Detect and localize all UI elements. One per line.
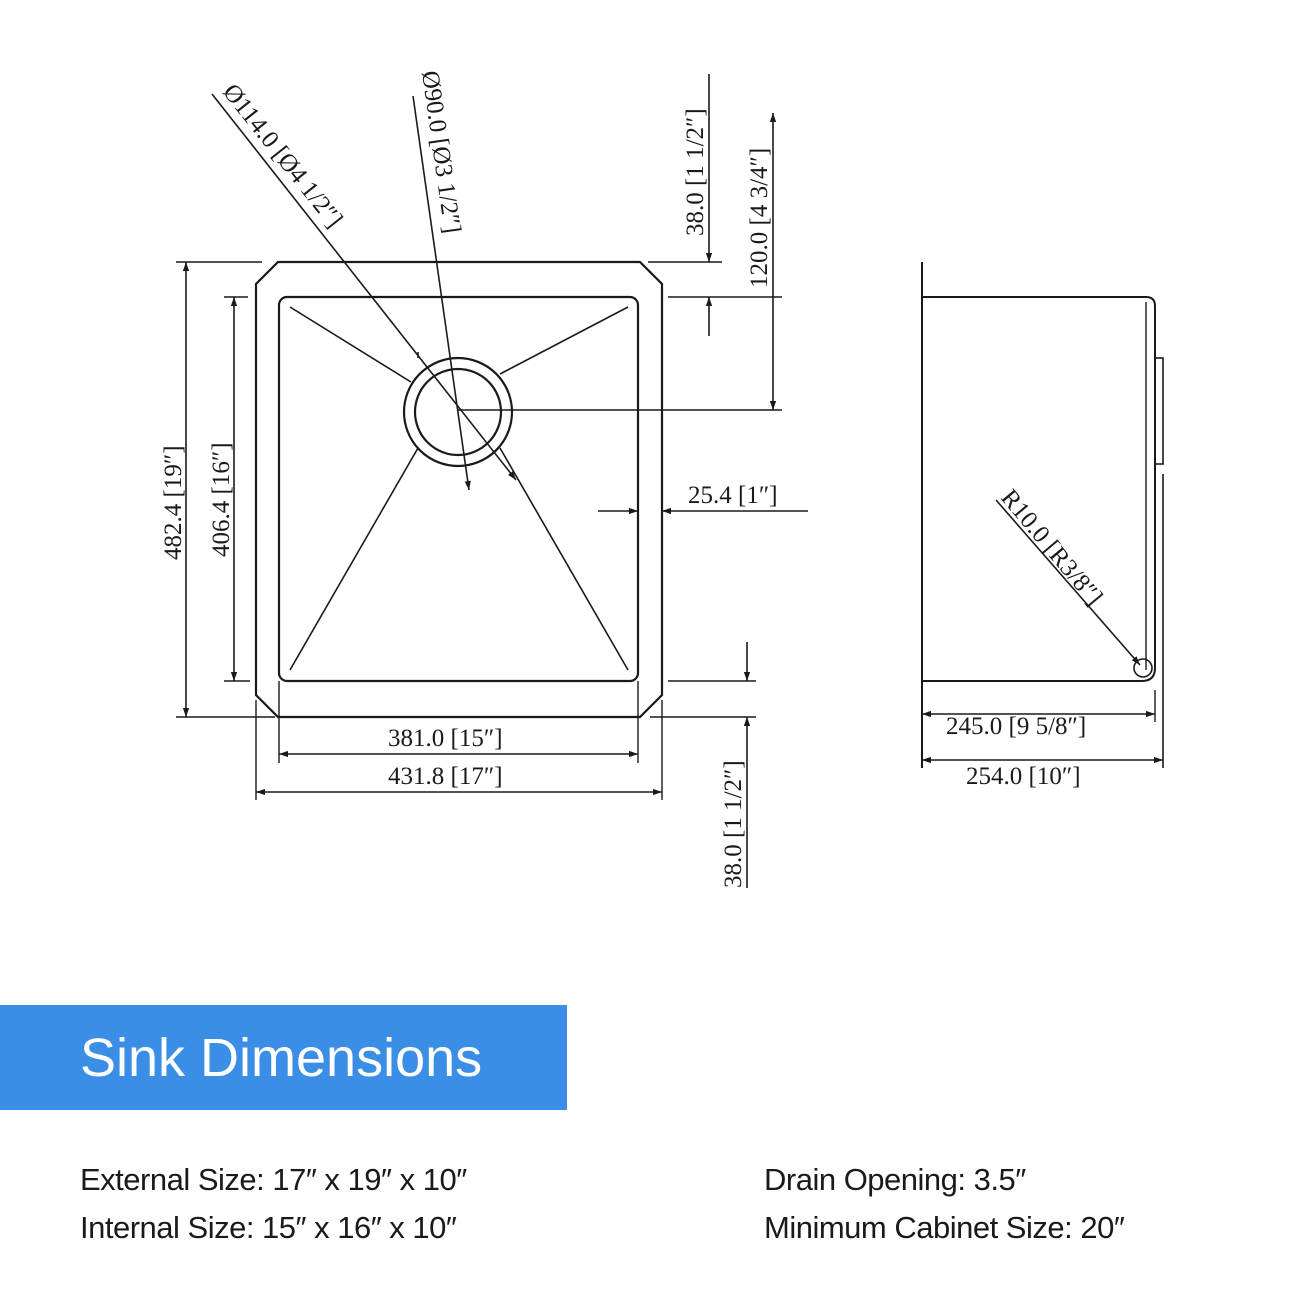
spec-drain-opening: Drain Opening: 3.5″ xyxy=(764,1162,1026,1197)
dim-corner-radius-text: R10.0 [R3/8″] xyxy=(995,485,1107,611)
sink-dimension-drawing: Ø114.0 [Ø4 1/2″] Ø90.0 [Ø3 1/2″] 38.0 [1… xyxy=(160,69,1164,888)
dim-side-flange-text: 25.4 [1″] xyxy=(688,482,778,509)
sink-inner-basin xyxy=(277,295,640,683)
spec-internal-size: Internal Size: 15″ x 16″ x 10″ xyxy=(80,1210,457,1245)
top-view: Ø114.0 [Ø4 1/2″] Ø90.0 [Ø3 1/2″] 38.0 [1… xyxy=(160,69,808,888)
dim-drain-offset-text: 120.0 [4 3/4″] xyxy=(746,148,773,288)
slope-line-top-right xyxy=(499,306,629,375)
dim-rim-top-text: 38.0 [1 1/2″] xyxy=(682,108,709,236)
leader-drain-outer xyxy=(211,93,517,481)
banner-title: Sink Dimensions xyxy=(80,1027,483,1088)
dim-inner-depth-text: 245.0 [9 5/8″] xyxy=(946,713,1086,740)
drain-inner-circle xyxy=(413,367,503,457)
sink-outer-outline xyxy=(254,260,664,719)
slope-line-bottom-left xyxy=(289,447,419,671)
spec-external-size: External Size: 17″ x 19″ x 10″ xyxy=(80,1162,467,1197)
dim-outer-height-text: 482.4 [19″] xyxy=(160,445,187,560)
dim-drain-outer-text: Ø114.0 [Ø4 1/2″] xyxy=(217,79,347,233)
title-banner: Sink Dimensions xyxy=(0,1005,567,1110)
dim-inner-width-text: 381.0 [15″] xyxy=(388,725,503,752)
drain-outer-circle xyxy=(402,356,514,468)
leader-drain-inner xyxy=(412,95,471,491)
dim-outer-depth-text: 254.0 [10″] xyxy=(966,763,1081,790)
slope-line-bottom-right xyxy=(499,447,629,671)
side-view-flange xyxy=(1154,357,1164,465)
spec-min-cabinet: Minimum Cabinet Size: 20″ xyxy=(764,1210,1125,1245)
side-view-body xyxy=(922,296,1156,682)
dim-rim-bottom-text: 38.0 [1 1/2″] xyxy=(720,760,747,888)
dim-outer-width-text: 431.8 [17″] xyxy=(388,763,503,790)
side-view: R10.0 [R3/8″] 245.0 [9 5/8″] 254.0 [10″] xyxy=(921,262,1164,790)
dim-inner-height-text: 406.4 [16″] xyxy=(208,442,235,557)
slope-line-top-left xyxy=(289,306,412,383)
dim-drain-inner-text: Ø90.0 [Ø3 1/2″] xyxy=(416,69,466,235)
corner-radius-circle xyxy=(1133,658,1153,678)
leader-corner-radius xyxy=(995,499,1141,666)
